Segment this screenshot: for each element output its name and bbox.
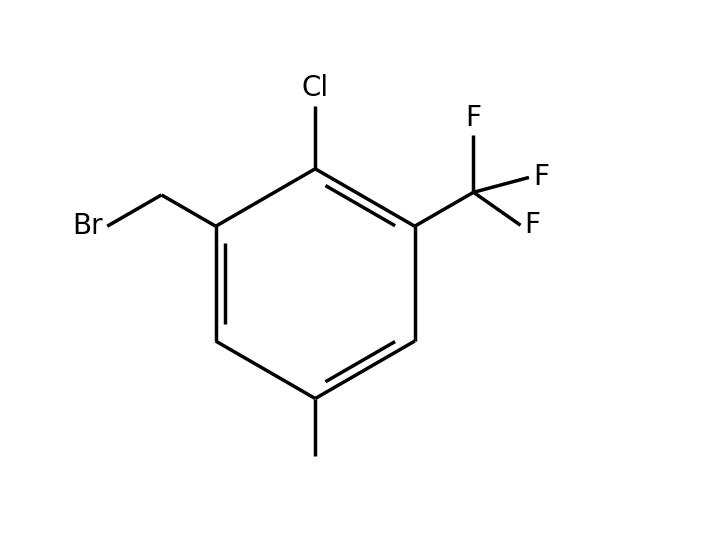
Text: F: F — [533, 163, 549, 191]
Text: Cl: Cl — [302, 74, 328, 102]
Text: F: F — [466, 104, 481, 132]
Text: Br: Br — [72, 212, 103, 240]
Text: F: F — [525, 211, 540, 239]
